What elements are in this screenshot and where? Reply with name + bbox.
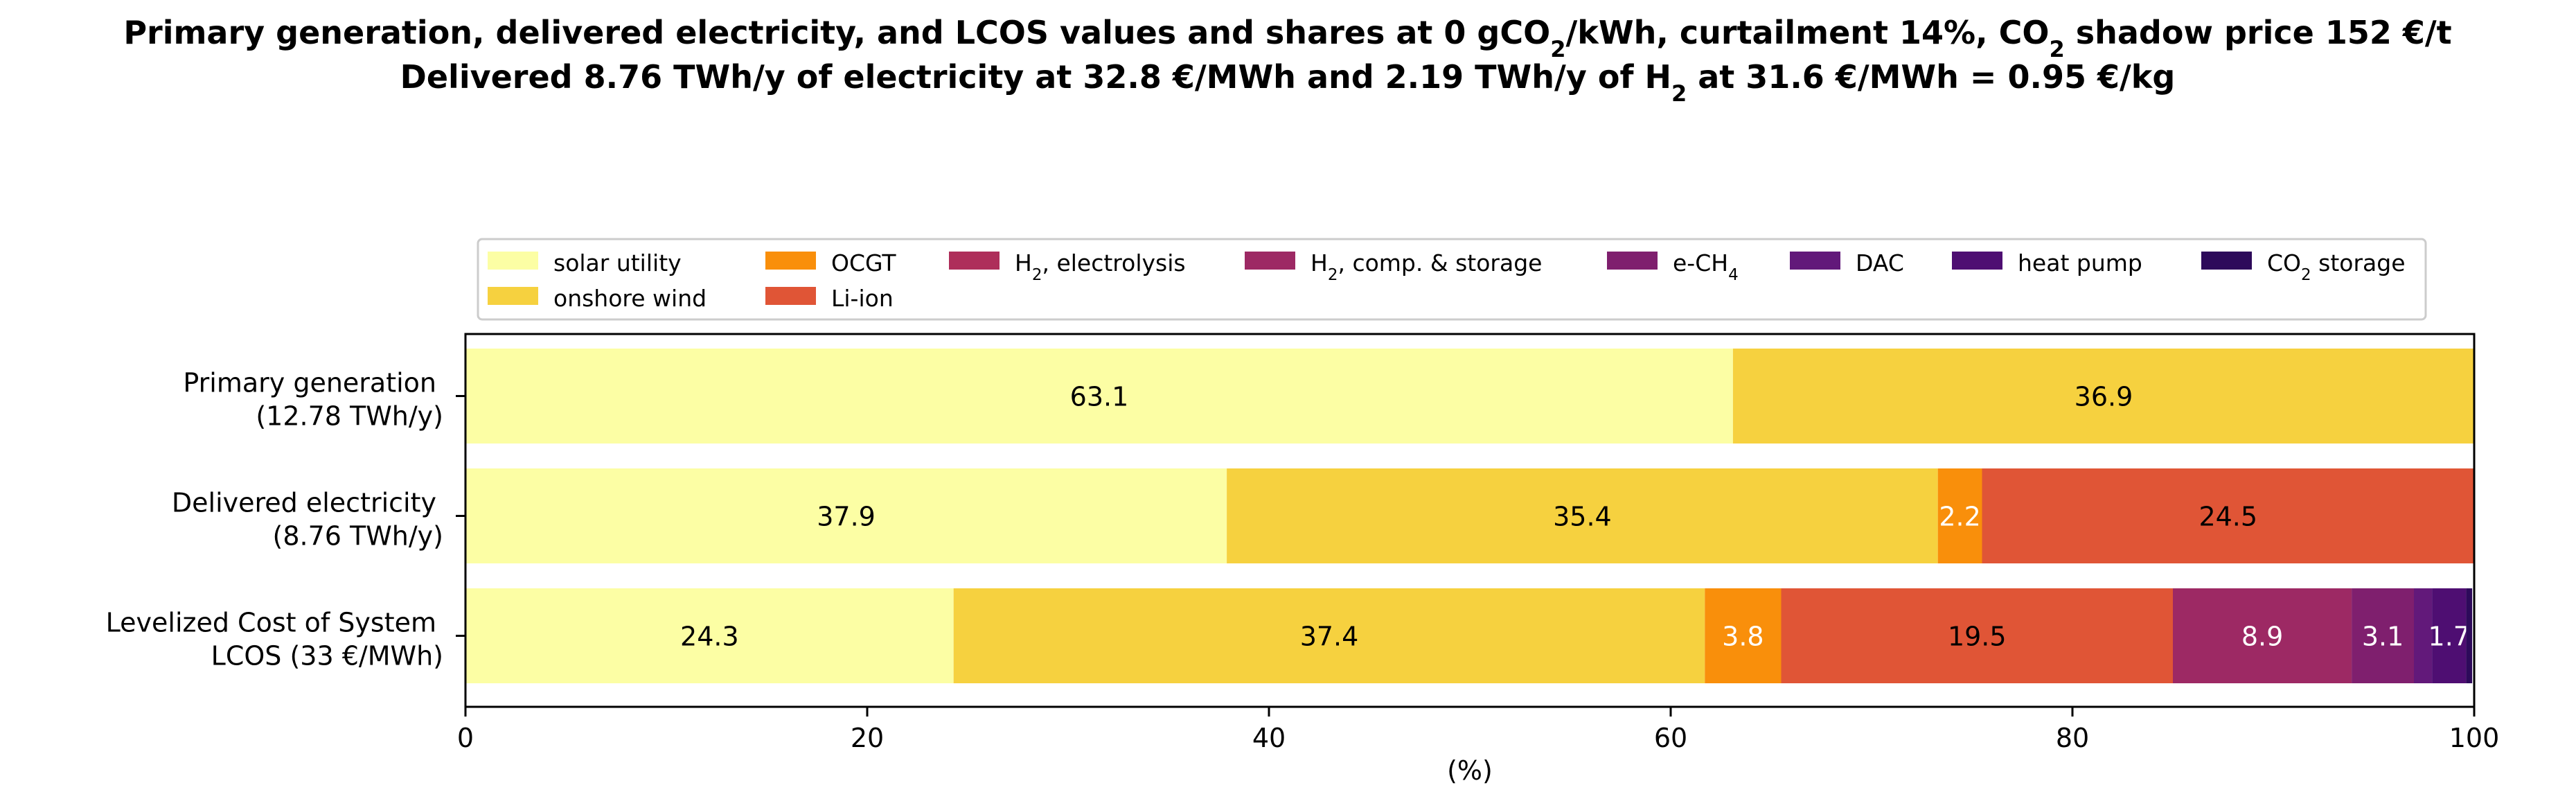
legend-label-8: heat pump	[2018, 249, 2142, 276]
bar-segment-2-3	[1781, 588, 2173, 683]
legend-label-5: H2, comp. & storage	[1311, 249, 1542, 284]
legend-swatch-9	[2201, 252, 2252, 270]
bar-segments: 63.1 36.9 37.9 35.4 2.2 24.5 24.3 37.4 3.8 19.5 8.…	[465, 349, 2474, 683]
bar-segment-2-7	[2414, 588, 2433, 683]
bar-segment-2-2	[1705, 588, 1782, 683]
bar-label-1-1: 35.4	[1553, 502, 1612, 532]
bar-segment-2-1	[953, 588, 1705, 683]
bar-label-1-0: 37.9	[817, 502, 876, 532]
legend-swatch-1	[488, 287, 538, 305]
legend-swatch-5	[1245, 252, 1295, 270]
x-tick-label-0: 0	[457, 723, 474, 753]
category-label-0-line-2: (12.78 TWh/y)	[256, 401, 443, 432]
chart-title-line-1: Primary generation, delivered electricit…	[123, 14, 2451, 62]
bar-segment-2-5	[2173, 588, 2352, 683]
bar-label-2-1: 37.4	[1300, 622, 1359, 652]
bar-label-2-6: 3.1	[2362, 622, 2404, 652]
bar-label-1-2: 2.2	[1939, 502, 1980, 532]
bar-segment-2-8	[2432, 588, 2467, 683]
chart-title: Primary generation, delivered electricit…	[123, 14, 2451, 107]
legend-label-7: DAC	[1856, 249, 1904, 276]
legend-label-0: solar utility	[553, 249, 682, 276]
legend-label-1: onshore wind	[553, 285, 707, 312]
bar-label-2-3: 19.5	[1948, 622, 2007, 652]
legend-label-6: e-CH4	[1673, 249, 1739, 284]
bar-label-2-5: 8.9	[2241, 622, 2283, 652]
category-label-2-line-2: LCOS (33 €/MWh)	[211, 641, 443, 671]
bar-label-2-8: 1.7	[2428, 622, 2470, 652]
legend-label-3: Li-ion	[831, 285, 894, 312]
bar-label-0-1: 36.9	[2075, 382, 2133, 412]
bar-segment-0-0	[465, 349, 1733, 443]
category-label-0-line-1: Primary generation	[183, 368, 436, 398]
x-axis-label: (%)	[1447, 755, 1493, 786]
legend-label-4: H2, electrolysis	[1015, 249, 1186, 284]
bar-segment-0-1	[1732, 349, 2474, 443]
bar-label-2-2: 3.8	[1722, 622, 1764, 652]
legend-swatch-2	[765, 252, 816, 270]
x-tick-label-40: 40	[1252, 723, 1286, 753]
bar-label-0-0: 63.1	[1070, 382, 1129, 412]
bar-segment-1-2	[1937, 468, 1982, 563]
chart-title-line-2: Delivered 8.76 TWh/y of electricity at 3…	[400, 58, 2176, 107]
bar-segment-1-3	[1982, 468, 2474, 563]
category-label-2-line-1: Levelized Cost of System	[106, 608, 436, 638]
x-tick-label-20: 20	[851, 723, 884, 753]
legend-swatch-6	[1607, 252, 1658, 270]
bar-segment-2-0	[465, 588, 954, 683]
category-labels: Primary generation(12.78 TWh/y) Delivered…	[106, 368, 465, 671]
category-label-1-line-1: Delivered electricity	[172, 488, 436, 518]
bar-segment-1-1	[1227, 468, 1938, 563]
legend-swatch-3	[765, 287, 816, 305]
bar-segment-2-6	[2352, 588, 2414, 683]
x-tick-label-60: 60	[1654, 723, 1687, 753]
x-tick-label-80: 80	[2056, 723, 2089, 753]
x-tick-label-100: 100	[2449, 723, 2500, 753]
plot-frame	[464, 333, 2476, 708]
bar-segment-1-0	[465, 468, 1227, 563]
legend-swatch-7	[1790, 252, 1840, 270]
legend-label-9: CO2 storage	[2267, 249, 2406, 284]
legend-swatch-0	[488, 252, 538, 270]
bar-segment-2-9	[2466, 588, 2473, 683]
legend-label-2: OCGT	[831, 249, 896, 276]
bar-label-1-3: 24.5	[2199, 502, 2257, 532]
bar-label-2-0: 24.3	[680, 622, 739, 652]
legend-swatch-8	[1952, 252, 2002, 270]
x-axis: 0 20 40 60 80 100 (%)	[457, 707, 2499, 786]
legend-swatch-4	[949, 252, 1000, 270]
category-label-1-line-2: (8.76 TWh/y)	[273, 521, 444, 552]
chart-legend: solar utility onshore wind OCGT Li-ion H2, e…	[477, 238, 2427, 321]
